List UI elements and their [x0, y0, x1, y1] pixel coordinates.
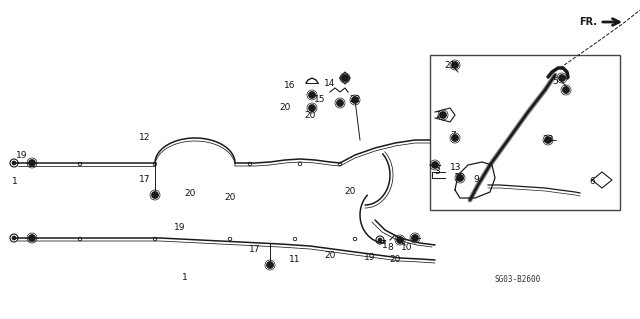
- Text: 12: 12: [140, 133, 150, 143]
- Text: 1: 1: [182, 272, 188, 281]
- Text: 20: 20: [344, 188, 356, 197]
- Circle shape: [12, 236, 16, 240]
- Text: 1: 1: [12, 177, 18, 187]
- Circle shape: [559, 75, 566, 81]
- Text: 20: 20: [224, 194, 236, 203]
- Text: 21: 21: [444, 61, 456, 70]
- Text: 4: 4: [563, 72, 569, 81]
- Text: 3: 3: [434, 167, 440, 175]
- Text: 5: 5: [552, 78, 558, 86]
- Circle shape: [308, 92, 316, 99]
- Text: 16: 16: [284, 80, 296, 90]
- Text: 8: 8: [387, 243, 393, 253]
- Text: 14: 14: [324, 78, 336, 87]
- Text: 19: 19: [174, 224, 186, 233]
- Circle shape: [308, 105, 316, 112]
- Text: 20: 20: [304, 112, 316, 121]
- Circle shape: [351, 97, 358, 103]
- Circle shape: [431, 161, 438, 168]
- Circle shape: [456, 174, 463, 182]
- Circle shape: [29, 234, 35, 241]
- Text: 20: 20: [324, 250, 336, 259]
- Text: 11: 11: [289, 256, 301, 264]
- Text: FR.: FR.: [579, 17, 597, 27]
- Text: 13: 13: [451, 162, 461, 172]
- Text: 19: 19: [16, 151, 28, 160]
- Text: 2: 2: [435, 110, 441, 120]
- Text: 20: 20: [389, 256, 401, 264]
- Circle shape: [397, 236, 403, 243]
- Circle shape: [12, 161, 16, 165]
- Text: 1: 1: [382, 241, 388, 249]
- Circle shape: [29, 160, 35, 167]
- Text: 7: 7: [450, 130, 456, 139]
- Circle shape: [440, 112, 447, 118]
- Circle shape: [451, 62, 458, 69]
- Circle shape: [266, 262, 273, 269]
- Text: 19: 19: [364, 254, 376, 263]
- Text: 17: 17: [249, 246, 260, 255]
- Text: 18: 18: [454, 173, 466, 182]
- Text: 22: 22: [349, 95, 360, 105]
- Circle shape: [152, 191, 159, 198]
- Circle shape: [378, 238, 382, 242]
- Text: 20: 20: [279, 103, 291, 113]
- Text: 17: 17: [140, 175, 151, 184]
- Text: SG03-B2600: SG03-B2600: [495, 276, 541, 285]
- Text: 15: 15: [314, 95, 326, 105]
- Circle shape: [563, 86, 570, 93]
- Circle shape: [342, 75, 349, 81]
- Text: 20: 20: [184, 189, 196, 197]
- Text: 6: 6: [589, 177, 595, 187]
- Bar: [430, 55, 620, 210]
- Text: 10: 10: [401, 242, 413, 251]
- Text: 9: 9: [473, 175, 479, 184]
- Text: 23: 23: [542, 136, 554, 145]
- Circle shape: [545, 137, 552, 144]
- Circle shape: [412, 234, 419, 241]
- Circle shape: [451, 135, 458, 142]
- Circle shape: [337, 100, 344, 107]
